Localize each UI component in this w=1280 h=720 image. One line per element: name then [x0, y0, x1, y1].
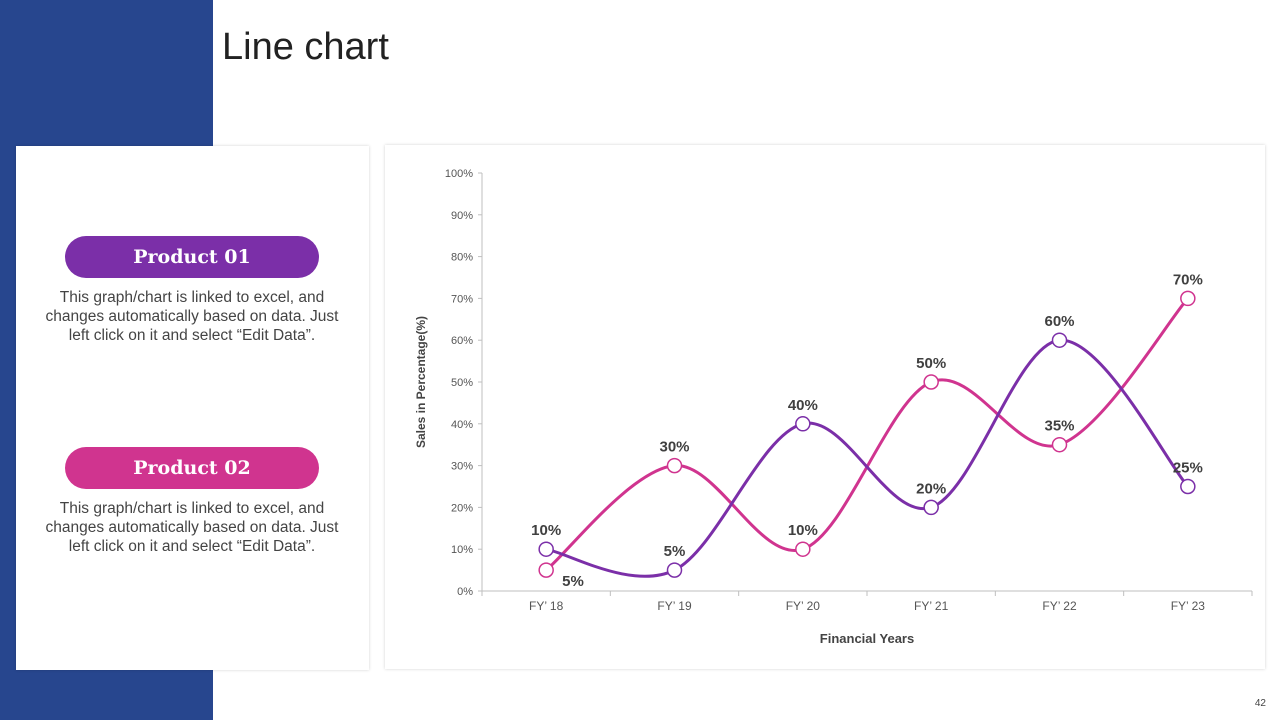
y-tick-label: 70%: [451, 293, 473, 305]
series-line-product-1: [544, 338, 1190, 578]
data-label-product-1: 25%: [1173, 460, 1203, 477]
data-point-product-2: [666, 457, 683, 474]
slide-title: Line chart: [222, 26, 389, 68]
x-tick-label: FY’ 18: [529, 599, 564, 613]
line-chart[interactable]: 0% 10% 20% 30% 40% 50% 60% 70% 80% 90% 100% FY’ 18 F…: [385, 145, 1265, 669]
data-label-product-2: 70%: [1173, 271, 1203, 288]
y-tick-label: 30%: [451, 461, 473, 473]
x-tick-label: FY’ 20: [786, 599, 821, 613]
y-tick-label: 80%: [451, 252, 473, 264]
y-tick-label: 90%: [451, 210, 473, 222]
x-tick-label: FY’ 21: [914, 599, 949, 613]
series-line-product-2: [544, 296, 1190, 572]
y-tick-label: 100%: [445, 168, 473, 180]
data-label-product-2: 5%: [562, 573, 584, 590]
data-label-product-1: 5%: [664, 543, 686, 560]
data-label-product-2: 10%: [788, 522, 818, 539]
data-point-product-2: [1180, 290, 1196, 307]
data-label-product-1: 60%: [1044, 313, 1074, 330]
data-point-product-2: [1051, 436, 1068, 453]
x-axis-title: Financial Years: [820, 631, 914, 646]
data-label-product-1: 40%: [788, 397, 818, 414]
data-point-product-2: [795, 541, 811, 557]
data-point-product-1: [923, 499, 939, 516]
line-chart-panel[interactable]: 0% 10% 20% 30% 40% 50% 60% 70% 80% 90% 100% FY’ 18 F…: [385, 145, 1265, 669]
x-tick-label: FY’ 23: [1171, 599, 1206, 613]
data-label-product-2: 35%: [1044, 418, 1074, 435]
product-01-description: This graph/chart is linked to excel, and…: [45, 289, 339, 344]
products-panel: Product 01 This graph/chart is linked to…: [16, 146, 369, 670]
data-point-product-1: [1051, 332, 1068, 348]
data-label-product-2: 50%: [916, 355, 946, 372]
data-label-product-1: 10%: [531, 522, 561, 539]
data-label-product-2: 30%: [659, 439, 689, 456]
product-02-description: This graph/chart is linked to excel, and…: [45, 500, 339, 555]
y-tick-label: 60%: [451, 335, 473, 347]
product-02-badge: Product 02: [65, 447, 319, 489]
data-point-product-1: [538, 541, 554, 557]
data-label-product-1: 20%: [916, 480, 946, 497]
page-number: 42: [1254, 698, 1266, 709]
data-point-product-2: [538, 562, 554, 578]
product-01-badge: Product 01: [65, 236, 319, 278]
data-point-product-1: [1180, 478, 1196, 495]
data-point-product-2: [923, 374, 939, 390]
data-point-product-1: [666, 562, 683, 578]
y-tick-label: 50%: [451, 377, 473, 389]
x-tick-label: FY’ 22: [1042, 599, 1077, 613]
data-point-product-1: [795, 416, 811, 432]
y-tick-label: 20%: [451, 502, 473, 514]
x-tick-label: FY’ 19: [657, 599, 692, 613]
y-tick-label: 10%: [451, 544, 473, 556]
y-tick-label: 0%: [457, 586, 473, 598]
y-tick-label: 40%: [451, 419, 473, 431]
y-axis-title: Sales in Percentage(%): [414, 316, 428, 448]
